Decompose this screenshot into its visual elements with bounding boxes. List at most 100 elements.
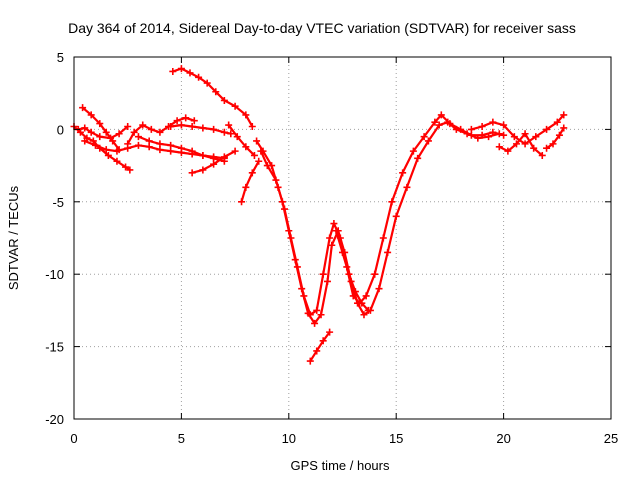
data-point — [255, 157, 263, 165]
data-point — [467, 125, 475, 133]
data-point — [248, 169, 256, 177]
series-arc-8 — [169, 65, 256, 131]
data-point — [437, 111, 445, 119]
data-point — [134, 141, 142, 149]
data-point — [495, 143, 503, 151]
data-point — [313, 306, 321, 314]
data-point — [392, 212, 400, 220]
data-point — [210, 160, 218, 168]
series-arc-7 — [167, 121, 235, 138]
data-point — [403, 183, 411, 191]
data-point — [452, 125, 460, 133]
data-point — [362, 292, 370, 300]
data-point — [126, 166, 134, 174]
x-tick-label: 25 — [604, 431, 618, 446]
data-point — [231, 147, 239, 155]
data-point — [521, 140, 529, 148]
data-point — [238, 198, 246, 206]
data-point — [435, 121, 443, 129]
data-point — [298, 285, 306, 293]
data-point — [444, 118, 452, 126]
data-point — [306, 357, 314, 365]
series-trace — [81, 106, 121, 151]
y-tick-label: -20 — [45, 412, 64, 427]
y-tick-label: -15 — [45, 340, 64, 355]
data-point — [212, 88, 220, 96]
data-point — [203, 79, 211, 87]
data-point — [122, 163, 130, 171]
data-point — [323, 277, 331, 285]
y-axis-label: SDTVAR / TECUs — [6, 185, 21, 290]
data-point — [512, 140, 520, 148]
data-point — [474, 134, 482, 142]
data-point — [102, 146, 110, 154]
data-point — [332, 227, 340, 235]
data-point — [81, 124, 89, 132]
x-tick-label: 10 — [282, 431, 296, 446]
series-arc-5 — [124, 114, 198, 148]
data-point — [79, 104, 87, 112]
data-point — [543, 144, 551, 152]
data-point — [532, 133, 540, 141]
data-point — [210, 125, 218, 133]
data-point — [242, 111, 250, 119]
data-point — [530, 144, 538, 152]
data-point — [495, 130, 503, 138]
data-point — [328, 241, 336, 249]
data-point — [139, 121, 147, 129]
y-tick-label: 0 — [57, 122, 64, 137]
data-point — [543, 125, 551, 133]
data-point — [485, 133, 493, 141]
data-point — [248, 123, 256, 131]
y-tick-label: -10 — [45, 267, 64, 282]
data-point — [167, 141, 175, 149]
y-tick-label: -5 — [52, 195, 64, 210]
data-point — [115, 130, 123, 138]
data-point — [319, 270, 327, 278]
data-point — [220, 153, 228, 161]
data-point — [188, 147, 196, 155]
series-arc-9 — [188, 147, 239, 177]
data-point — [345, 270, 353, 278]
data-point — [227, 130, 235, 138]
data-point — [177, 65, 185, 73]
data-point — [87, 128, 95, 136]
data-point — [339, 248, 346, 256]
data-point — [242, 183, 250, 191]
data-point — [134, 133, 142, 141]
data-point — [313, 347, 321, 355]
data-point — [109, 137, 117, 145]
data-point — [220, 96, 228, 104]
data-point — [500, 131, 508, 139]
data-point — [102, 128, 110, 136]
data-point — [388, 198, 396, 206]
data-point — [553, 118, 561, 126]
series-arc-4 — [81, 137, 228, 162]
axis-ticks: 0 5 10 15 20 25 5 0 -5 -10 -15 -20 — [45, 50, 618, 446]
data-point — [375, 285, 383, 293]
data-point — [96, 120, 104, 128]
data-point — [330, 220, 338, 228]
series-arc-18 — [543, 124, 568, 152]
data-point — [199, 151, 207, 159]
data-point — [186, 69, 194, 77]
data-point — [188, 169, 196, 177]
data-point — [560, 111, 568, 119]
data-point — [253, 137, 261, 145]
data-point — [500, 121, 508, 129]
data-point — [263, 162, 271, 170]
data-point — [414, 154, 422, 162]
data-point — [521, 130, 529, 138]
series-trace — [545, 126, 565, 150]
data-point — [91, 141, 99, 149]
data-point — [104, 151, 112, 159]
data-point — [96, 133, 104, 141]
data-point — [384, 248, 392, 256]
data-point — [173, 117, 181, 125]
data-point — [311, 319, 319, 327]
data-point — [225, 121, 233, 129]
data-point — [379, 234, 387, 242]
data-point — [113, 147, 121, 155]
data-point — [317, 311, 325, 319]
